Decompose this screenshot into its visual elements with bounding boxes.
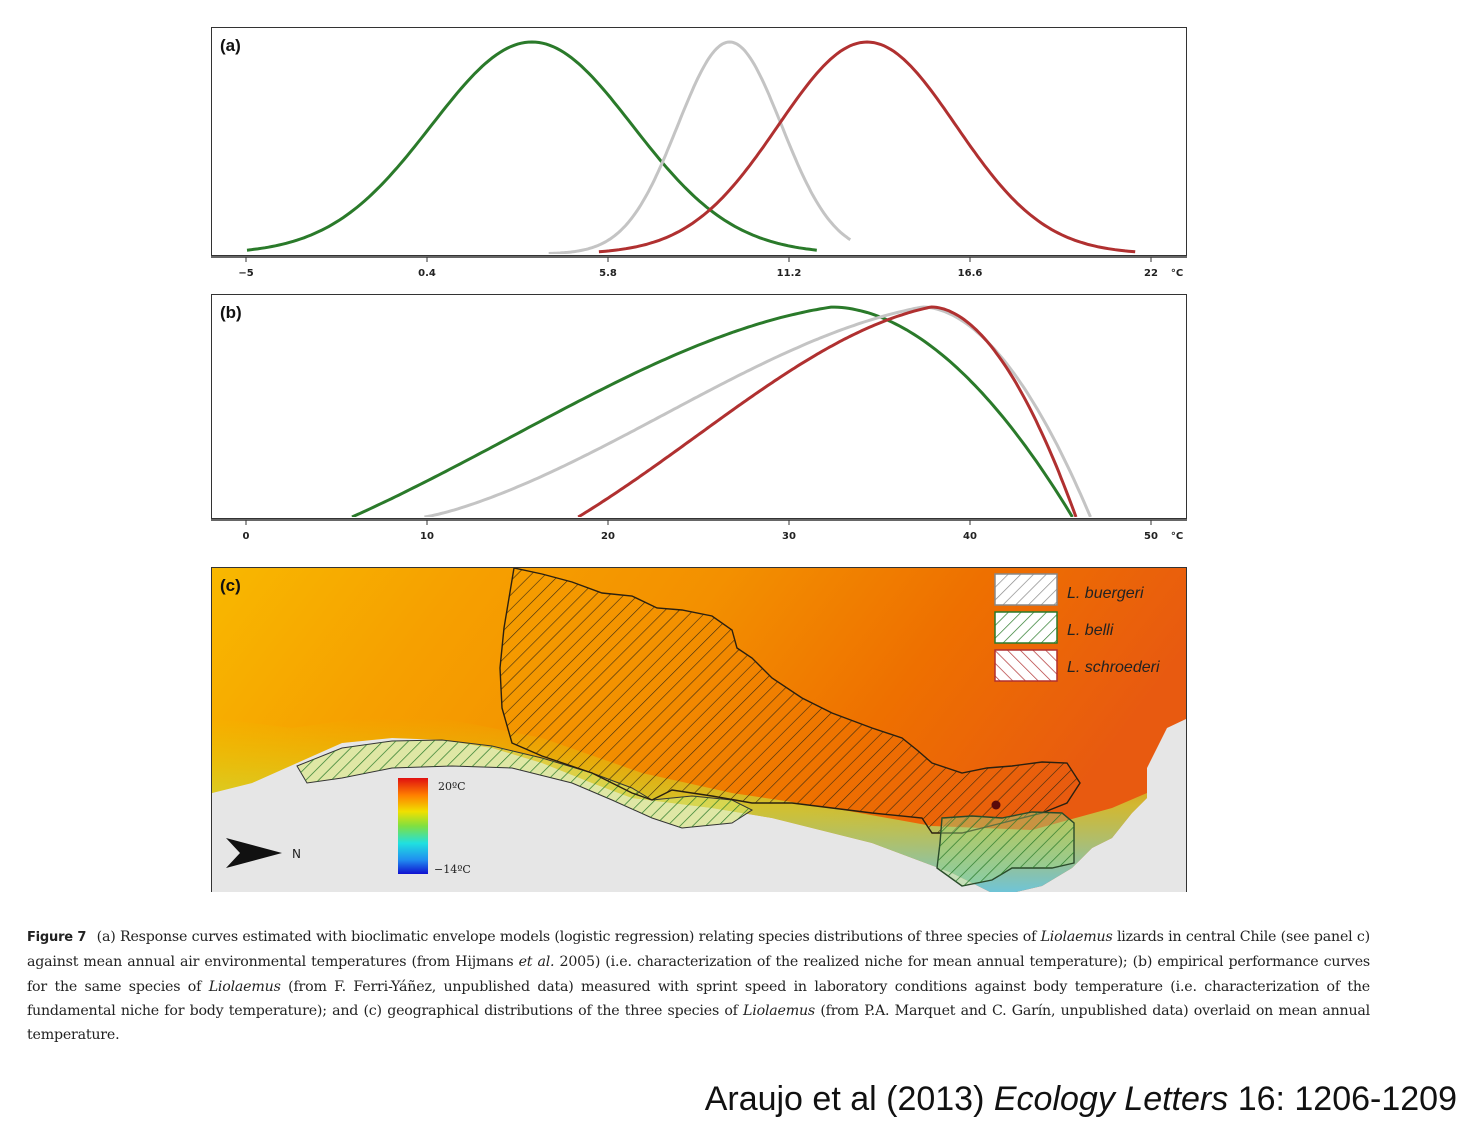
legend-l-belli: L. belli bbox=[1067, 622, 1114, 639]
x-axis-unit: °C bbox=[1171, 531, 1183, 542]
x-tick-label: 11.2 bbox=[777, 268, 802, 279]
x-tick-label: 5.8 bbox=[599, 268, 617, 279]
panel-a-plot-area bbox=[246, 40, 1136, 254]
panel-a-response-curves: (a) bbox=[211, 27, 1187, 256]
x-tick-label: 50 bbox=[1144, 531, 1158, 542]
citation-authors: Araujo et al (2013) bbox=[704, 1080, 985, 1118]
range-l-buergeri bbox=[499, 568, 1081, 834]
x-tick-label: 0.4 bbox=[418, 268, 436, 279]
temperature-map: L. buergeri L. belli L. schroederi 20ºC … bbox=[212, 568, 1186, 892]
legend-l-buergeri: L. buergeri bbox=[1067, 585, 1144, 602]
caption-genus-2: Liolaemus bbox=[208, 978, 281, 995]
x-tick-label: 0 bbox=[243, 531, 250, 542]
caption-part-5: (from P.A. Marquet and C. Garín, unpubli… bbox=[27, 1002, 1371, 1044]
panel-b-series-line-1 bbox=[424, 305, 1092, 517]
north-arrow-icon bbox=[226, 838, 282, 868]
scale-max-label: 20ºC bbox=[438, 780, 466, 793]
caption-genus-3: Liolaemus bbox=[743, 1002, 816, 1019]
caption-part-1: (a) Response curves estimated with biocl… bbox=[96, 929, 1037, 945]
panel-b-series-line-2 bbox=[577, 305, 1078, 517]
north-label: N bbox=[292, 847, 301, 861]
north-arrow: N bbox=[226, 838, 301, 868]
scale-min-label: −14ºC bbox=[434, 863, 471, 876]
x-tick-label: 20 bbox=[601, 531, 615, 542]
caption-part-2: lizards in central Chile (see panel c) a… bbox=[27, 929, 1370, 971]
map-legend: L. buergeri L. belli L. schroederi bbox=[994, 573, 1160, 682]
x-tick-label: 16.6 bbox=[958, 268, 983, 279]
figure-label: Figure 7 bbox=[27, 930, 87, 945]
citation-journal: Ecology Letters bbox=[993, 1080, 1229, 1118]
x-tick-label: 22 bbox=[1144, 268, 1158, 279]
x-tick-label: 10 bbox=[420, 531, 434, 542]
caption-et-al: et al. bbox=[518, 954, 555, 971]
citation-volume: 16: 1206-1209 bbox=[1237, 1080, 1457, 1118]
x-tick-label: −5 bbox=[238, 268, 253, 279]
panel-a-series-line-1 bbox=[548, 40, 852, 254]
caption-part-3: 2005) (i.e. characterization of the real… bbox=[27, 954, 1370, 995]
legend-l-schroederi: L. schroederi bbox=[1067, 659, 1160, 676]
caption-genus: Liolaemus bbox=[1040, 929, 1113, 945]
locality-dot bbox=[991, 800, 1001, 810]
citation: Araujo et al (2013) Ecology Letters 16: … bbox=[705, 1080, 1457, 1119]
panel-a-series-line-2 bbox=[598, 40, 1136, 254]
panel-b-label: (b) bbox=[220, 303, 242, 322]
panel-a-label: (a) bbox=[220, 36, 241, 55]
panel-b-performance-curves: (b) bbox=[211, 294, 1187, 519]
figure-caption: Figure 7 (a) Response curves estimated w… bbox=[27, 925, 1370, 1047]
panel-b-series-line-0 bbox=[351, 305, 1074, 517]
coastal-cool-zone bbox=[212, 718, 1147, 892]
temperature-scale: 20ºC −14ºC bbox=[398, 778, 471, 876]
panel-a-series-line-0 bbox=[246, 40, 817, 252]
caption-part-4: (from F. Ferri-Yáñez, unpublished data) … bbox=[27, 978, 1371, 1019]
x-tick-label: 30 bbox=[782, 531, 796, 542]
panel-b-plot-area bbox=[351, 305, 1092, 517]
x-axis-unit: °C bbox=[1171, 268, 1183, 279]
panel-a-x-axis: −5 0.4 5.8 11.2 16.6 22 °C bbox=[211, 256, 1187, 282]
panel-b-x-axis: 0 10 20 30 40 50 °C bbox=[211, 519, 1187, 545]
x-tick-label: 40 bbox=[963, 531, 977, 542]
panel-c-label: (c) bbox=[220, 576, 241, 595]
panel-c-distribution-map: L. buergeri L. belli L. schroederi 20ºC … bbox=[211, 567, 1187, 892]
